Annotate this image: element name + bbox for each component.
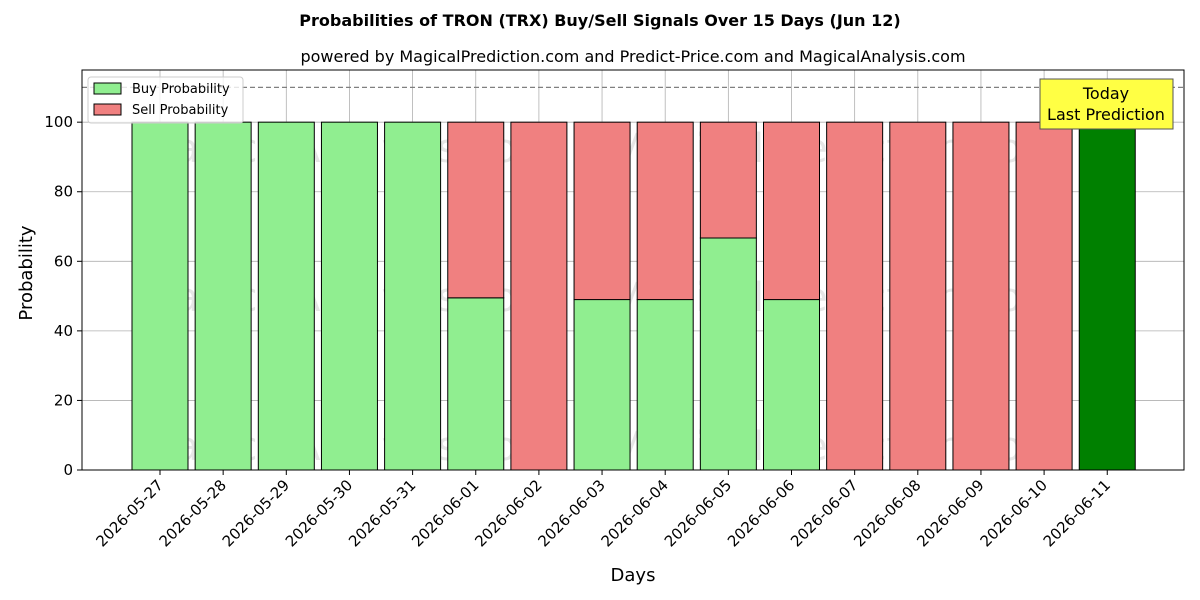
today-text: Today — [1082, 84, 1129, 103]
sell-bar — [447, 121, 505, 299]
plot-frame — [81, 69, 1185, 471]
x-tick-label: 2026-06-02 — [471, 476, 545, 550]
x-axis-label: Days — [611, 565, 656, 586]
y-tick-label: 100 — [44, 113, 73, 131]
y-axis-label: Probability — [16, 225, 37, 320]
legend-label: Sell Probability — [132, 103, 229, 118]
sell-bar — [889, 121, 947, 471]
sell-bar — [952, 121, 1010, 471]
sell-bar — [763, 121, 820, 301]
y-tick-label: 60 — [54, 252, 73, 270]
last-prediction-text: Last Prediction — [1047, 105, 1165, 124]
buy-bar — [384, 121, 442, 471]
legend-swatch — [93, 82, 122, 95]
bars — [82, 86, 1184, 471]
buy-bar — [573, 299, 631, 471]
y-tick-label: 80 — [54, 183, 73, 201]
x-tick-label: 2026-05-27 — [92, 476, 166, 550]
x-tick-label: 2026-06-06 — [724, 476, 798, 550]
x-tick-label: 2026-06-11 — [1040, 476, 1114, 550]
buy-bar — [636, 299, 694, 471]
x-tick-label: 2026-06-09 — [913, 476, 987, 550]
chart-title: Probabilities of TRON (TRX) Buy/Sell Sig… — [299, 11, 900, 30]
legend-swatch — [93, 103, 122, 116]
buy-bar — [320, 121, 378, 471]
buy-bar — [1078, 121, 1136, 471]
buy-bar — [194, 121, 252, 471]
chart-subtitle: powered by MagicalPrediction.com and Pre… — [300, 47, 965, 66]
buy-bar — [699, 237, 757, 471]
sell-bar — [636, 121, 694, 301]
buy-bar — [257, 121, 315, 471]
sell-bar — [826, 121, 884, 471]
x-tick-label: 2026-06-03 — [534, 476, 608, 550]
y-tick-label: 40 — [54, 322, 73, 340]
buy-bar — [131, 121, 189, 471]
x-tick-label: 2026-06-04 — [598, 476, 672, 550]
buy-bar — [447, 297, 505, 471]
x-tick-label: 2026-05-30 — [282, 476, 356, 550]
y-tick-label: 20 — [54, 391, 73, 409]
x-tick-label: 2026-06-05 — [661, 476, 735, 550]
x-tick-label: 2026-06-10 — [977, 476, 1051, 550]
x-tick-label: 2026-05-31 — [345, 476, 419, 550]
today-label: Today Last Prediction — [1039, 78, 1174, 130]
y-tick-label: 0 — [63, 461, 73, 479]
x-tick-label: 2026-06-07 — [787, 476, 861, 550]
sell-bar — [573, 121, 631, 301]
buy-bar — [763, 299, 820, 471]
x-tick-label: 2026-05-28 — [156, 476, 230, 550]
legend-label: Buy Probability — [132, 82, 230, 97]
x-tick-label: 2026-06-01 — [408, 476, 482, 550]
legend-box — [87, 76, 244, 124]
sell-bar — [510, 121, 568, 471]
sell-bar — [1015, 121, 1073, 471]
today-box-bg — [1039, 78, 1174, 130]
x-tick-label: 2026-06-08 — [850, 476, 924, 550]
sell-bar — [699, 121, 757, 239]
x-tick-label: 2026-05-29 — [219, 476, 293, 550]
legend: Buy Probability Sell Probability — [87, 76, 244, 124]
